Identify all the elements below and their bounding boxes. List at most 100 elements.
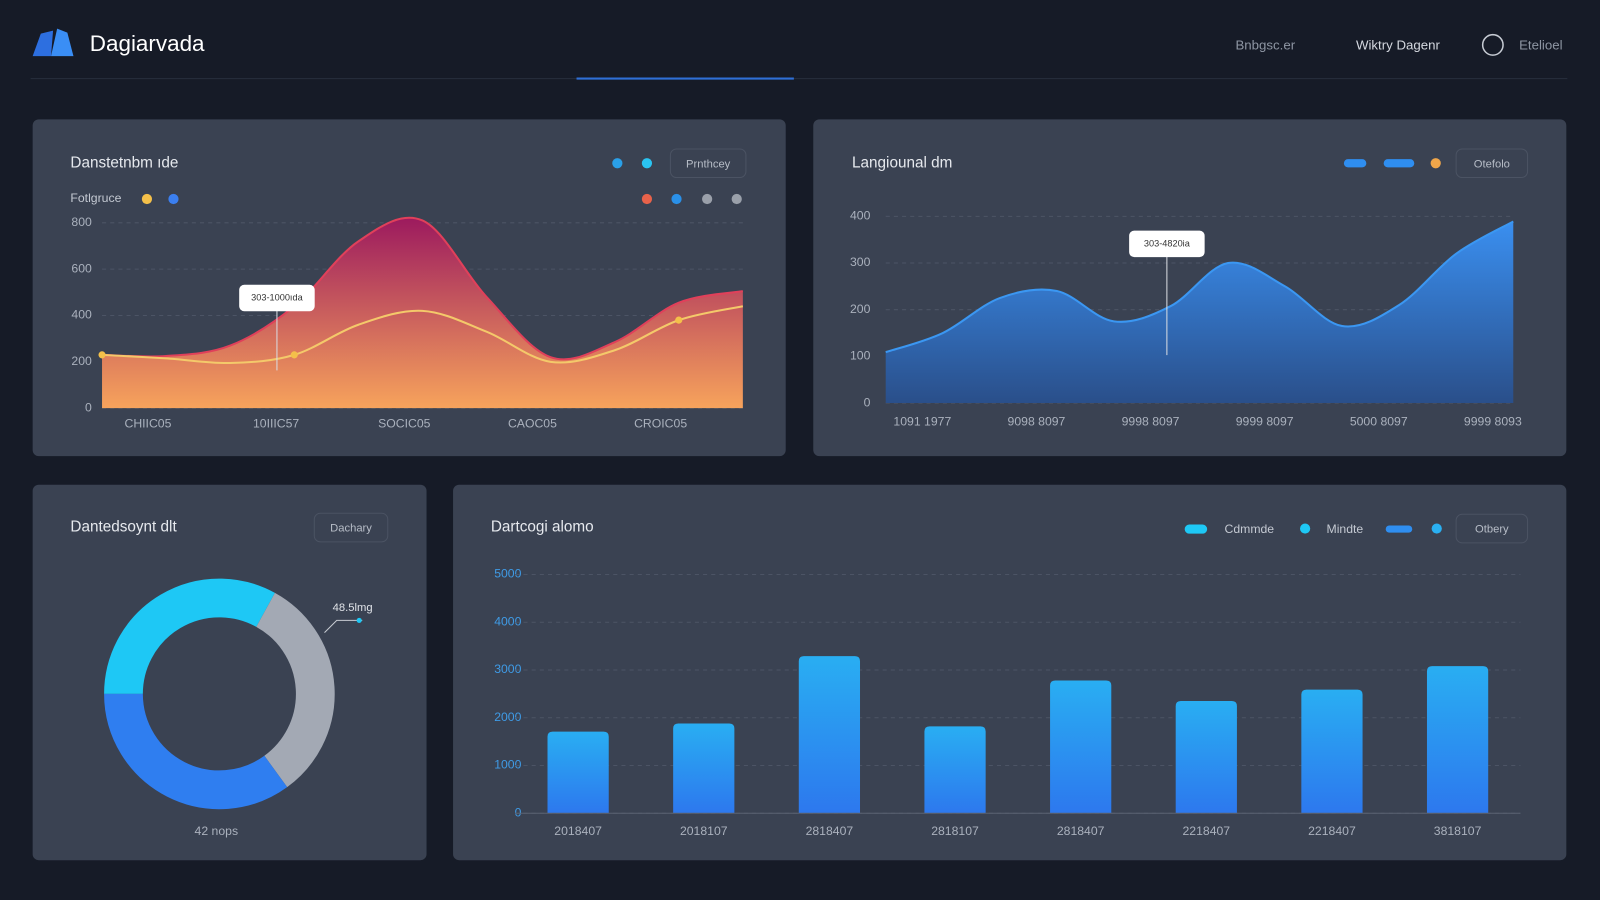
legend-dot (1430, 158, 1441, 169)
donut-segment (104, 578, 275, 695)
bar (547, 731, 609, 814)
donut-segment (255, 592, 335, 788)
x-tick-label: 2218407 (1308, 824, 1356, 838)
panel (453, 484, 1567, 861)
y-tick-label: 0 (85, 400, 92, 414)
x-tick-label: 9098 8097 (1008, 415, 1066, 429)
y-tick-label: 400 (850, 209, 871, 223)
legend-dot (141, 193, 153, 205)
y-tick-label: 4000 (494, 614, 521, 628)
y-tick-label: 1000 (494, 758, 521, 772)
x-tick-label: 10IIIC57 (253, 417, 299, 431)
button[interactable] (1455, 148, 1529, 179)
header: Dagiarvada Bnbgsc.er Wiktry Dagenr Eteli… (30, 28, 1568, 80)
annotation: 303-4820ia (1144, 238, 1191, 248)
legend-label: Mindte (1327, 522, 1364, 536)
nav-item[interactable]: Etelioel (1519, 37, 1563, 52)
y-tick-label: 300 (850, 255, 871, 269)
button-label[interactable]: Dachary (330, 523, 372, 535)
nav-item[interactable]: Wiktry Dagenr (1356, 37, 1441, 52)
legend-dot (612, 158, 623, 169)
chart-title: Danstetnbm ıde (70, 154, 178, 171)
y-tick-label: 600 (71, 261, 92, 275)
bar (798, 656, 861, 814)
legend-dot (641, 158, 653, 169)
bar (673, 723, 735, 814)
annotation: 48.5lmg (333, 602, 373, 614)
y-tick-label: 2000 (494, 710, 521, 724)
legend-dot (1300, 523, 1311, 534)
bar (1050, 680, 1112, 814)
legend-dot (702, 193, 713, 205)
area-line (885, 220, 1514, 354)
line (101, 305, 744, 365)
button-label[interactable]: Otbery (1475, 524, 1509, 536)
y-tick-label: 100 (850, 349, 871, 363)
user-icon[interactable] (1481, 33, 1504, 56)
brand: Dagiarvada (90, 31, 205, 56)
x-tick-label: 1091 1977 (893, 415, 951, 429)
x-tick-label: 9999 8097 (1236, 415, 1294, 429)
logo (51, 28, 74, 57)
area-line (102, 216, 744, 361)
button[interactable] (313, 512, 389, 543)
y-tick-label: 0 (515, 805, 522, 819)
point (290, 351, 298, 359)
annotation-box (239, 284, 315, 312)
point (98, 351, 106, 359)
x-tick-label: 9999 8093 (1464, 415, 1522, 429)
bar (1175, 701, 1237, 814)
x-tick-label: CAOC05 (508, 417, 557, 431)
x-tick-label: 2018407 (554, 824, 602, 838)
bar (1301, 689, 1363, 814)
legend-dot (1343, 159, 1367, 168)
legend-label: Cdmmde (1224, 522, 1274, 536)
x-tick-label: 2818407 (1057, 824, 1105, 838)
leader-dot (356, 617, 362, 623)
legend-dot (168, 193, 179, 205)
chart-title: Dartcogi alomo (491, 519, 594, 536)
legend-dot (641, 193, 653, 205)
x-tick-label: 3818107 (1434, 824, 1482, 838)
legend-dot (671, 193, 682, 205)
legend-dot (731, 193, 742, 205)
x-tick-label: 2218407 (1182, 824, 1230, 838)
chart-title: Dantedsoynt dlt (70, 519, 177, 536)
legend-dot (1184, 524, 1208, 534)
annotation-box (1129, 230, 1205, 258)
x-tick-label: 9998 8097 (1122, 415, 1180, 429)
button[interactable] (669, 148, 747, 179)
y-tick-label: 200 (71, 354, 92, 368)
y-tick-label: 800 (71, 215, 92, 229)
legend-dot (1383, 159, 1415, 168)
leader (324, 619, 363, 634)
donut-segment (104, 693, 288, 810)
x-tick-label: 2818107 (931, 824, 979, 838)
bar (1426, 666, 1489, 814)
x-tick-label: 5000 8097 (1350, 415, 1408, 429)
legend-dot (1431, 523, 1442, 534)
x-tick-label: 2818407 (806, 824, 854, 838)
panel-headers: Danstetnbm ıde Fotlgruce Prnthcey Langio… (70, 148, 1529, 544)
button[interactable] (1455, 513, 1529, 544)
button-label[interactable]: Prnthcey (686, 158, 731, 170)
nav-item[interactable]: Bnbgsc.er (1235, 37, 1295, 52)
y-tick-label: 200 (850, 302, 871, 316)
legend-dot (1385, 525, 1413, 533)
button-label[interactable]: Otefolo (1474, 158, 1510, 170)
x-tick-label: CHIIC05 (124, 417, 171, 431)
x-tick-label: 2018107 (680, 824, 728, 838)
y-tick-label: 400 (71, 308, 92, 322)
bar (924, 726, 986, 814)
y-tick-label: 5000 (494, 567, 521, 581)
x-tick-label: CROIC05 (634, 417, 687, 431)
annotation: 303-1000ıda (251, 292, 303, 302)
y-tick-label: 0 (864, 395, 871, 409)
chart-title: Langiounal dm (852, 154, 952, 171)
point (675, 316, 683, 324)
donut-label: 42 nops (195, 824, 239, 838)
x-tick-label: SOCIC05 (378, 417, 431, 431)
area (885, 221, 1514, 404)
